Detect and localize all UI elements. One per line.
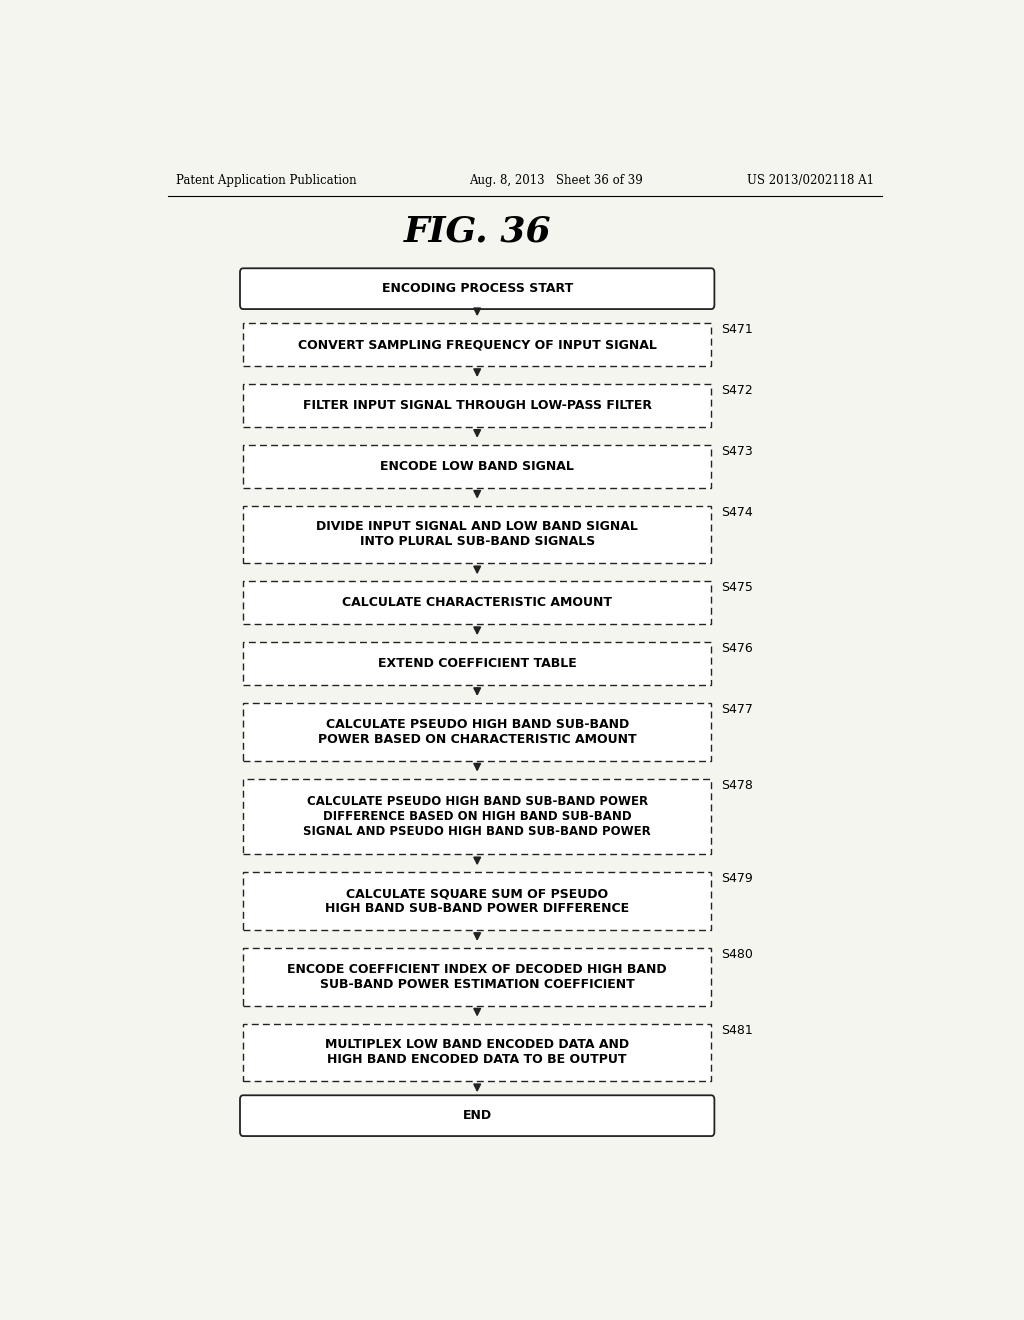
Text: S477: S477 [721,704,753,715]
Text: S476: S476 [721,642,753,655]
Bar [243,581,712,624]
Text: DIVIDE INPUT SIGNAL AND LOW BAND SIGNAL
INTO PLURAL SUB-BAND SIGNALS: DIVIDE INPUT SIGNAL AND LOW BAND SIGNAL … [316,520,638,549]
Text: S481: S481 [721,1023,753,1036]
Text: S472: S472 [721,384,753,397]
Bar [243,704,712,760]
Text: ENCODING PROCESS START: ENCODING PROCESS START [382,282,572,296]
Text: CALCULATE PSEUDO HIGH BAND SUB-BAND POWER
DIFFERENCE BASED ON HIGH BAND SUB-BAND: CALCULATE PSEUDO HIGH BAND SUB-BAND POWE… [303,795,651,838]
Text: FIG. 36: FIG. 36 [403,214,551,248]
Text: CALCULATE CHARACTERISTIC AMOUNT: CALCULATE CHARACTERISTIC AMOUNT [342,597,612,610]
Bar [243,642,712,685]
Text: CALCULATE PSEUDO HIGH BAND SUB-BAND
POWER BASED ON CHARACTERISTIC AMOUNT: CALCULATE PSEUDO HIGH BAND SUB-BAND POWE… [317,718,637,746]
Bar [243,445,712,487]
Text: Aug. 8, 2013   Sheet 36 of 39: Aug. 8, 2013 Sheet 36 of 39 [469,174,643,187]
Text: S473: S473 [721,445,753,458]
Bar [243,948,712,1006]
Bar [243,384,712,426]
Text: S471: S471 [721,323,753,337]
Text: ENCODE COEFFICIENT INDEX OF DECODED HIGH BAND
SUB-BAND POWER ESTIMATION COEFFICI: ENCODE COEFFICIENT INDEX OF DECODED HIGH… [288,962,667,991]
FancyBboxPatch shape [240,1096,715,1137]
Text: CALCULATE SQUARE SUM OF PSEUDO
HIGH BAND SUB-BAND POWER DIFFERENCE: CALCULATE SQUARE SUM OF PSEUDO HIGH BAND… [326,887,629,915]
Bar [243,779,712,854]
Text: ENCODE LOW BAND SIGNAL: ENCODE LOW BAND SIGNAL [380,459,574,473]
Text: S474: S474 [721,506,753,519]
Bar [243,1023,712,1081]
Text: END: END [463,1109,492,1122]
Text: EXTEND COEFFICIENT TABLE: EXTEND COEFFICIENT TABLE [378,657,577,671]
Bar [243,506,712,564]
Text: US 2013/0202118 A1: US 2013/0202118 A1 [746,174,873,187]
Bar [243,873,712,929]
Text: S479: S479 [721,873,753,886]
Text: S478: S478 [721,779,753,792]
Text: CONVERT SAMPLING FREQUENCY OF INPUT SIGNAL: CONVERT SAMPLING FREQUENCY OF INPUT SIGN… [298,338,656,351]
FancyBboxPatch shape [240,268,715,309]
Text: S480: S480 [721,948,753,961]
Text: S475: S475 [721,581,753,594]
Bar [243,323,712,366]
Text: Patent Application Publication: Patent Application Publication [176,174,356,187]
Text: MULTIPLEX LOW BAND ENCODED DATA AND
HIGH BAND ENCODED DATA TO BE OUTPUT: MULTIPLEX LOW BAND ENCODED DATA AND HIGH… [326,1039,629,1067]
Text: FILTER INPUT SIGNAL THROUGH LOW-PASS FILTER: FILTER INPUT SIGNAL THROUGH LOW-PASS FIL… [303,399,651,412]
